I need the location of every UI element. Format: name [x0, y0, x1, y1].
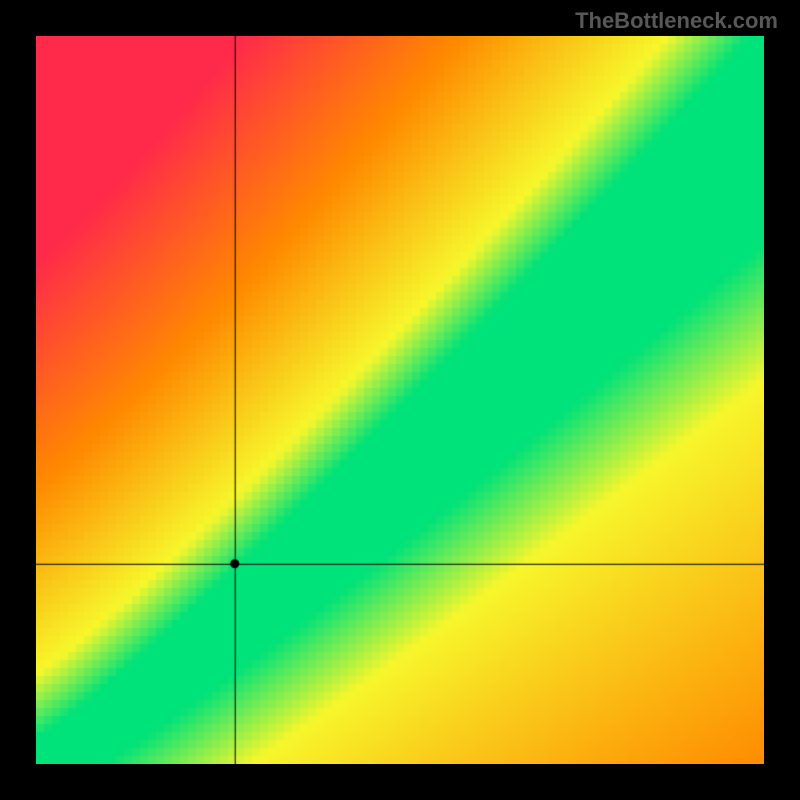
chart-container: TheBottleneck.com [0, 0, 800, 800]
bottleneck-heatmap [36, 36, 764, 764]
watermark-text: TheBottleneck.com [575, 8, 778, 34]
